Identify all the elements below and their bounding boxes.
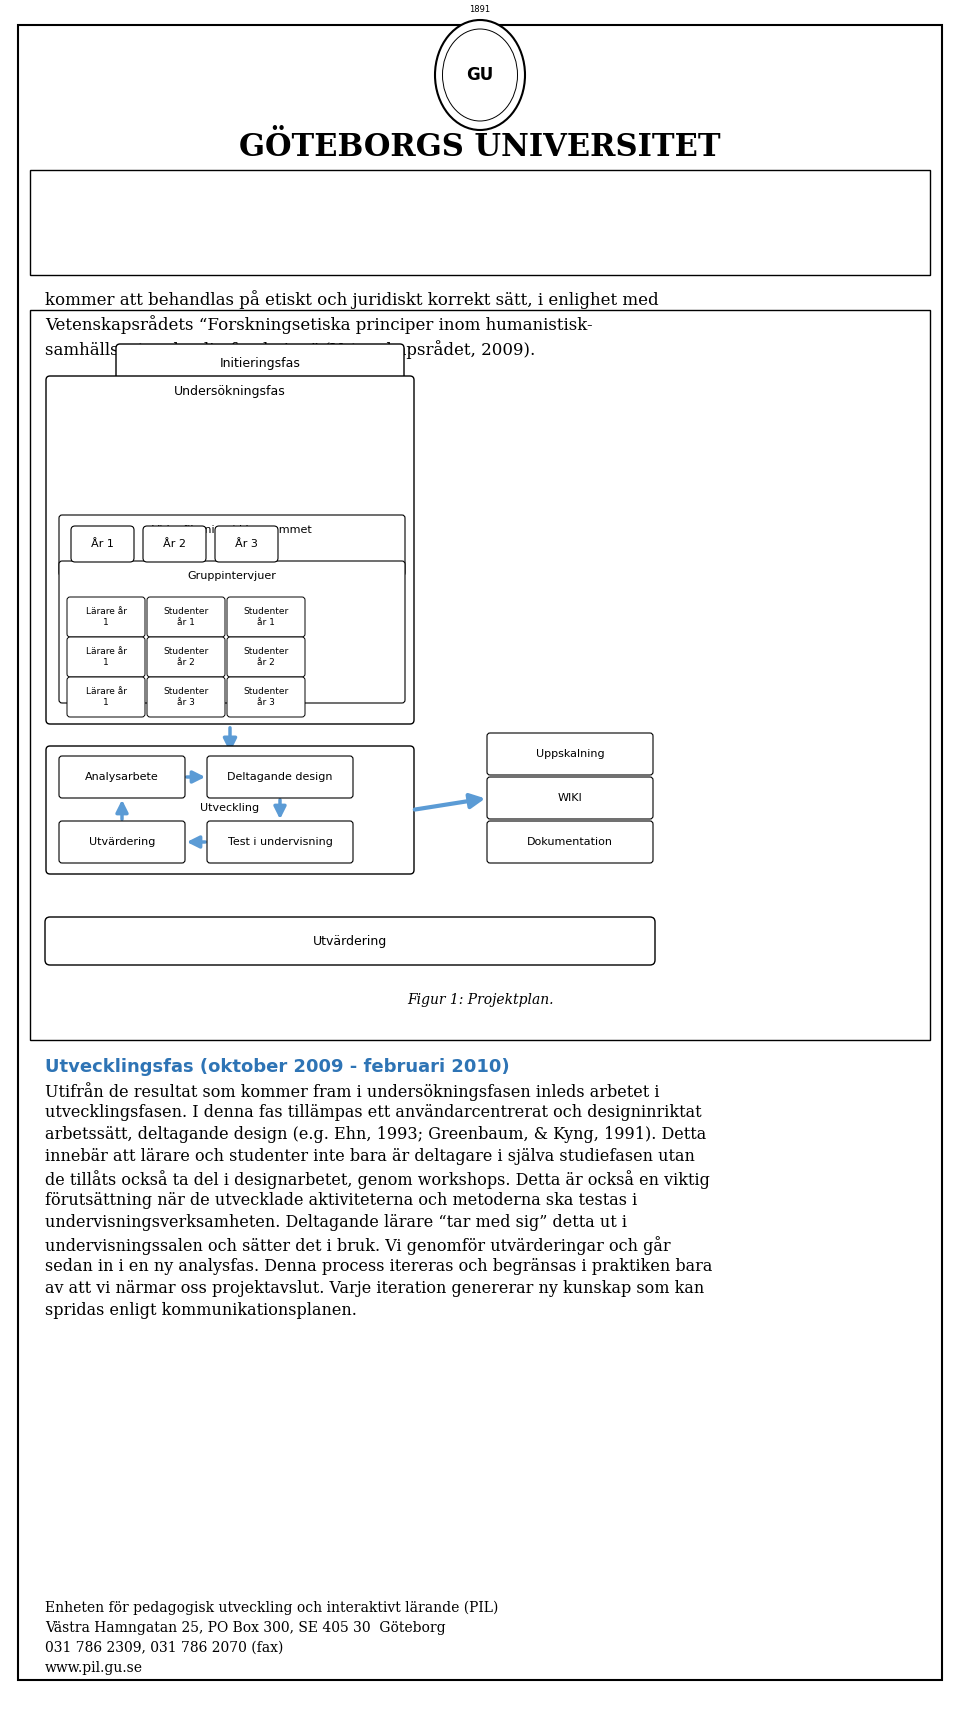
FancyBboxPatch shape [207,821,353,862]
Text: År 1: År 1 [91,540,114,548]
FancyBboxPatch shape [207,756,353,798]
Text: spridas enligt kommunikationsplanen.: spridas enligt kommunikationsplanen. [45,1301,357,1319]
Text: arbetssätt, deltagande design (e.g. Ehn, 1993; Greenbaum, & Kyng, 1991). Detta: arbetssätt, deltagande design (e.g. Ehn,… [45,1126,707,1143]
Text: Lärare år
1: Lärare år 1 [85,647,127,666]
Text: undervisningsverksamheten. Deltagande lärare “tar med sig” detta ut i: undervisningsverksamheten. Deltagande lä… [45,1214,627,1232]
FancyBboxPatch shape [227,597,305,637]
Text: GU: GU [467,66,493,83]
FancyBboxPatch shape [45,918,655,965]
Text: innebär att lärare och studenter inte bara är deltagare i själva studiefasen uta: innebär att lärare och studenter inte ba… [45,1149,695,1164]
Text: Undersökningsfas: Undersökningsfas [174,385,286,399]
FancyBboxPatch shape [59,560,405,703]
Ellipse shape [443,29,517,121]
Text: Studenter
år 3: Studenter år 3 [244,687,289,706]
FancyBboxPatch shape [147,677,225,717]
FancyBboxPatch shape [215,526,278,562]
Text: Utvärdering: Utvärdering [313,935,387,947]
Text: Studenter
år 1: Studenter år 1 [244,607,289,626]
FancyBboxPatch shape [67,677,145,717]
Text: Studenter
år 1: Studenter år 1 [163,607,208,626]
FancyBboxPatch shape [487,777,653,819]
FancyBboxPatch shape [147,597,225,637]
Text: av att vi närmar oss projektavslut. Varje iteration genererar ny kunskap som kan: av att vi närmar oss projektavslut. Varj… [45,1280,705,1298]
Text: Utveckling: Utveckling [201,803,259,814]
Bar [30,170,930,276]
Text: Studenter
år 2: Studenter år 2 [163,647,208,666]
FancyBboxPatch shape [143,526,206,562]
FancyBboxPatch shape [59,756,185,798]
Text: förutsättning när de utvecklade aktiviteterna och metoderna ska testas i: förutsättning när de utvecklade aktivite… [45,1192,637,1209]
FancyBboxPatch shape [46,746,414,874]
Text: Uppskalning: Uppskalning [536,750,604,758]
FancyBboxPatch shape [147,637,225,677]
Text: 1891: 1891 [469,5,491,14]
FancyBboxPatch shape [71,526,134,562]
Text: 031 786 2309, 031 786 2070 (fax): 031 786 2309, 031 786 2070 (fax) [45,1641,283,1655]
Text: Utvärdering: Utvärdering [89,836,156,847]
FancyBboxPatch shape [487,732,653,776]
Text: WIKI: WIKI [558,793,583,803]
FancyBboxPatch shape [227,677,305,717]
Text: www.pil.gu.se: www.pil.gu.se [45,1660,143,1674]
Text: undervisningssalen och sätter det i bruk. Vi genomför utvärderingar och går: undervisningssalen och sätter det i bruk… [45,1235,671,1254]
Text: Utvecklingsfas (oktober 2009 - februari 2010): Utvecklingsfas (oktober 2009 - februari … [45,1058,510,1076]
Ellipse shape [435,21,525,130]
Text: Studenter
år 2: Studenter år 2 [244,647,289,666]
FancyBboxPatch shape [67,637,145,677]
Text: Västra Hamngatan 25, PO Box 300, SE 405 30  Göteborg: Västra Hamngatan 25, PO Box 300, SE 405 … [45,1620,445,1634]
FancyBboxPatch shape [227,637,305,677]
Bar [30,311,930,1039]
Text: Utifrån de resultat som kommer fram i undersökningsfasen inleds arbetet i: Utifrån de resultat som kommer fram i un… [45,1083,660,1102]
FancyBboxPatch shape [116,344,404,383]
Text: Lärare år
1: Lärare år 1 [85,607,127,626]
Text: Dokumentation: Dokumentation [527,836,613,847]
Text: Gruppintervjuer: Gruppintervjuer [187,571,276,581]
Text: Initieringsfas: Initieringsfas [220,357,300,371]
Text: utvecklingsfasen. I denna fas tillämpas ett användarcentrerat och designinriktat: utvecklingsfasen. I denna fas tillämpas … [45,1103,702,1121]
Text: Deltagande design: Deltagande design [228,772,333,782]
FancyBboxPatch shape [59,515,405,576]
Text: Lärare år
1: Lärare år 1 [85,687,127,706]
Text: Test i undervisning: Test i undervisning [228,836,332,847]
FancyBboxPatch shape [46,376,414,723]
Text: GÖTEBORGS UNIVERSITET: GÖTEBORGS UNIVERSITET [239,132,721,163]
Text: Figur 1: Projektplan.: Figur 1: Projektplan. [407,992,553,1006]
Text: Videofilmning i klassrummet: Videofilmning i klassrummet [152,526,312,534]
Text: År 3: År 3 [235,540,258,548]
FancyBboxPatch shape [67,597,145,637]
Text: År 2: År 2 [163,540,186,548]
FancyBboxPatch shape [487,821,653,862]
Text: de tillåts också ta del i designarbetet, genom workshops. Detta är också en vikt: de tillåts också ta del i designarbetet,… [45,1169,709,1188]
Text: Studenter
år 3: Studenter år 3 [163,687,208,706]
Text: Analysarbete: Analysarbete [85,772,158,782]
Text: kommer att behandlas på etiskt och juridiskt korrekt sätt, i enlighet med
Vetens: kommer att behandlas på etiskt och jurid… [45,290,659,359]
Text: Enheten för pedagogisk utveckling och interaktivt lärande (PIL): Enheten för pedagogisk utveckling och in… [45,1601,498,1615]
FancyBboxPatch shape [59,821,185,862]
Text: sedan in i en ny analysfas. Denna process itereras och begränsas i praktiken bar: sedan in i en ny analysfas. Denna proces… [45,1258,712,1275]
